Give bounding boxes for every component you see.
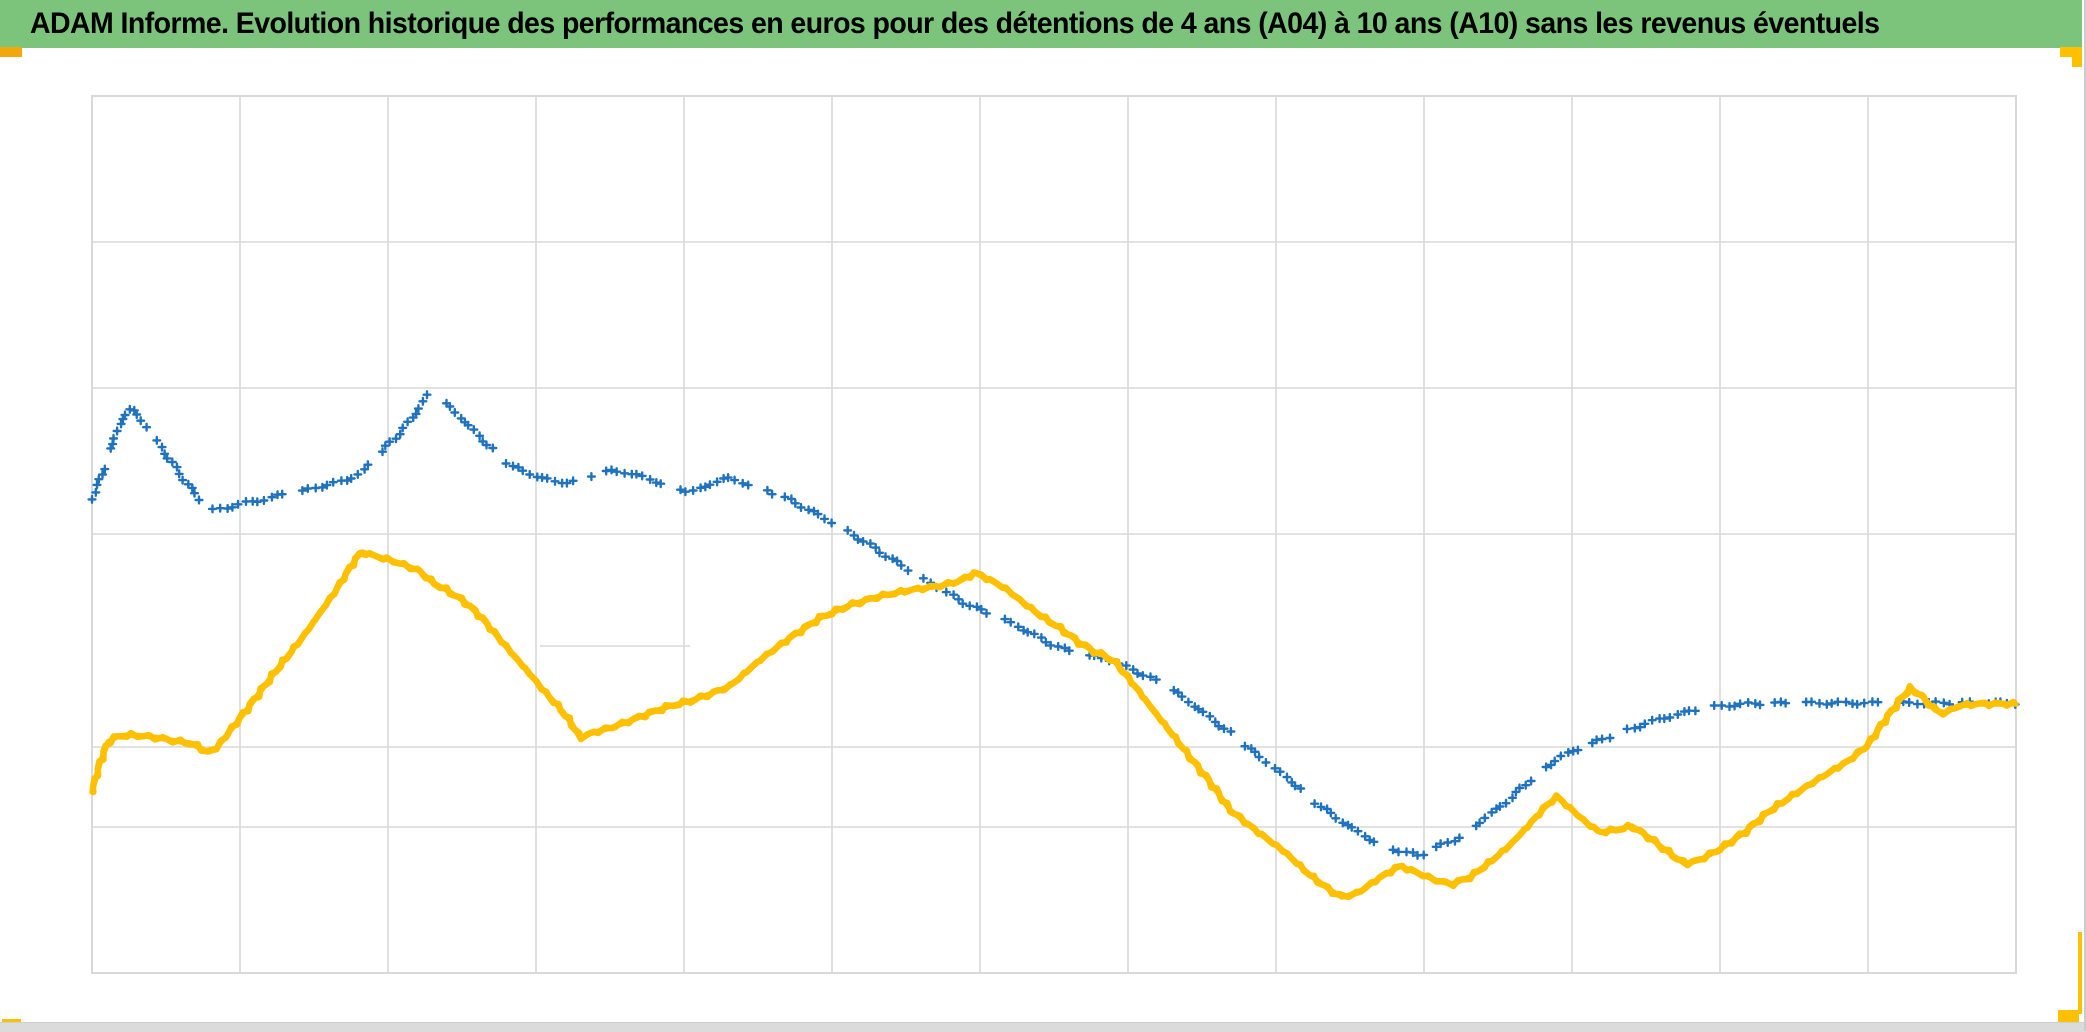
title-bar: ADAM Informe. Evolution historique des p… — [0, 0, 2082, 48]
page-title: ADAM Informe. Evolution historique des p… — [30, 7, 1880, 40]
accent-bottom-right-line — [2078, 932, 2082, 1014]
accent-top-left-square — [0, 47, 22, 57]
accent-top-right-bracket-h — [2060, 47, 2082, 57]
bottom-status-strip — [0, 1022, 2086, 1032]
window-right-edge — [2084, 0, 2086, 1031]
accent-top-right-bracket-v — [2072, 47, 2082, 67]
